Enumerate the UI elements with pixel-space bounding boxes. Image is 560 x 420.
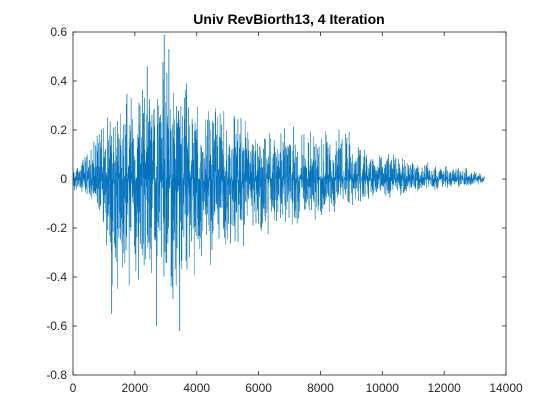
chart-title: Univ RevBiorth13, 4 Iteration [193,11,384,27]
x-tick-label-4: 8000 [307,381,334,395]
x-tick-label-2: 4000 [183,381,210,395]
y-tick-label-7: 0.6 [50,25,67,39]
y-tick-label-5: 0.2 [50,123,67,137]
y-tick-label-3: -0.2 [46,221,67,235]
y-tick-label-0: -0.8 [46,368,67,382]
series-line [73,62,485,300]
x-tick-label-0: 0 [70,381,77,395]
x-tick-label-6: 12000 [427,381,461,395]
y-tick-label-6: 0.4 [50,74,67,88]
x-tick-label-3: 6000 [245,381,272,395]
axes-box [72,31,507,376]
y-tick-label-4: 0 [60,172,67,186]
signal-group [73,34,485,331]
y-tick-label-2: -0.4 [46,270,67,284]
x-tick-label-5: 10000 [366,381,400,395]
x-tick-label-7: 14000 [489,381,523,395]
plot-area: 0 2000 4000 6000 8000 10000 12000 14000 -0.8 -0.6… [46,25,523,395]
y-tick-label-1: -0.6 [46,319,67,333]
x-tick-label-1: 2000 [122,381,149,395]
